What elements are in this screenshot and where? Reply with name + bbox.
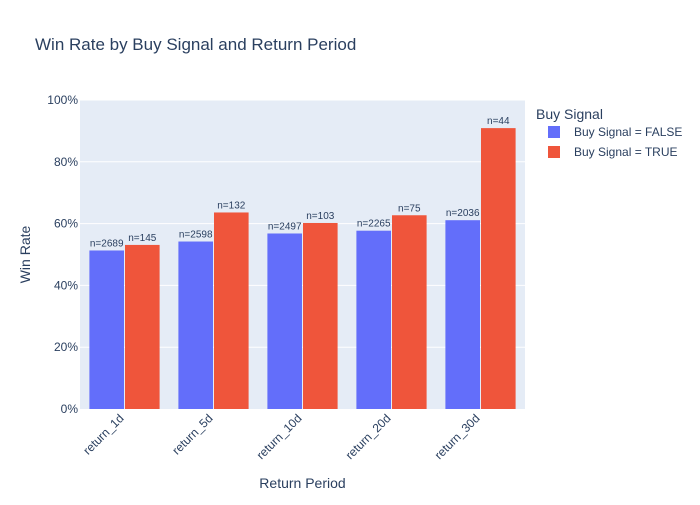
- bar-data-label: n=103: [306, 211, 335, 222]
- bar-data-label: n=132: [217, 200, 246, 211]
- y-tick-label: 20%: [54, 340, 78, 354]
- bar: [125, 244, 160, 409]
- bar-data-label: n=145: [128, 233, 157, 244]
- bar-data-label: n=44: [487, 116, 510, 127]
- bar-data-label: n=2689: [90, 238, 124, 249]
- legend-label: Buy Signal = FALSE: [574, 125, 682, 139]
- legend-label: Buy Signal = TRUE: [574, 145, 678, 159]
- bar-data-label: n=2265: [357, 219, 391, 230]
- bar: [356, 230, 391, 409]
- bar: [303, 222, 338, 409]
- bar: [267, 233, 302, 409]
- legend-items: Buy Signal = FALSE Buy Signal = TRUE: [548, 125, 682, 159]
- bar-data-label: n=2036: [446, 208, 480, 219]
- legend-swatch: [548, 126, 560, 138]
- bar-data-label: n=75: [398, 203, 421, 214]
- y-tick-label: 100%: [47, 93, 78, 107]
- chart-title: Win Rate by Buy Signal and Return Period: [35, 35, 356, 54]
- y-tick-label: 0%: [61, 402, 79, 416]
- bar-data-label: n=2497: [268, 221, 302, 232]
- bar: [178, 241, 213, 409]
- bar: [481, 128, 516, 409]
- bar: [445, 220, 480, 409]
- y-tick-label: 40%: [54, 278, 78, 292]
- y-tick-label: 60%: [54, 217, 78, 231]
- bar: [392, 215, 427, 409]
- bar-labels: n=2689 n=145 n=2598 n=132 n=2497 n=103 n=2265 n…: [90, 116, 510, 249]
- legend-title: Buy Signal: [536, 106, 603, 122]
- bars: [89, 128, 516, 409]
- y-tick-label: 80%: [54, 155, 78, 169]
- y-axis-label: Win Rate: [17, 226, 33, 284]
- bar: [89, 250, 124, 409]
- bar-data-label: n=2598: [179, 230, 213, 241]
- x-axis-label: Return Period: [259, 475, 345, 491]
- bar: [214, 212, 249, 409]
- y-axis-ticks: 0% 20% 40% 60% 80% 100%: [47, 93, 78, 416]
- legend-swatch: [548, 146, 560, 158]
